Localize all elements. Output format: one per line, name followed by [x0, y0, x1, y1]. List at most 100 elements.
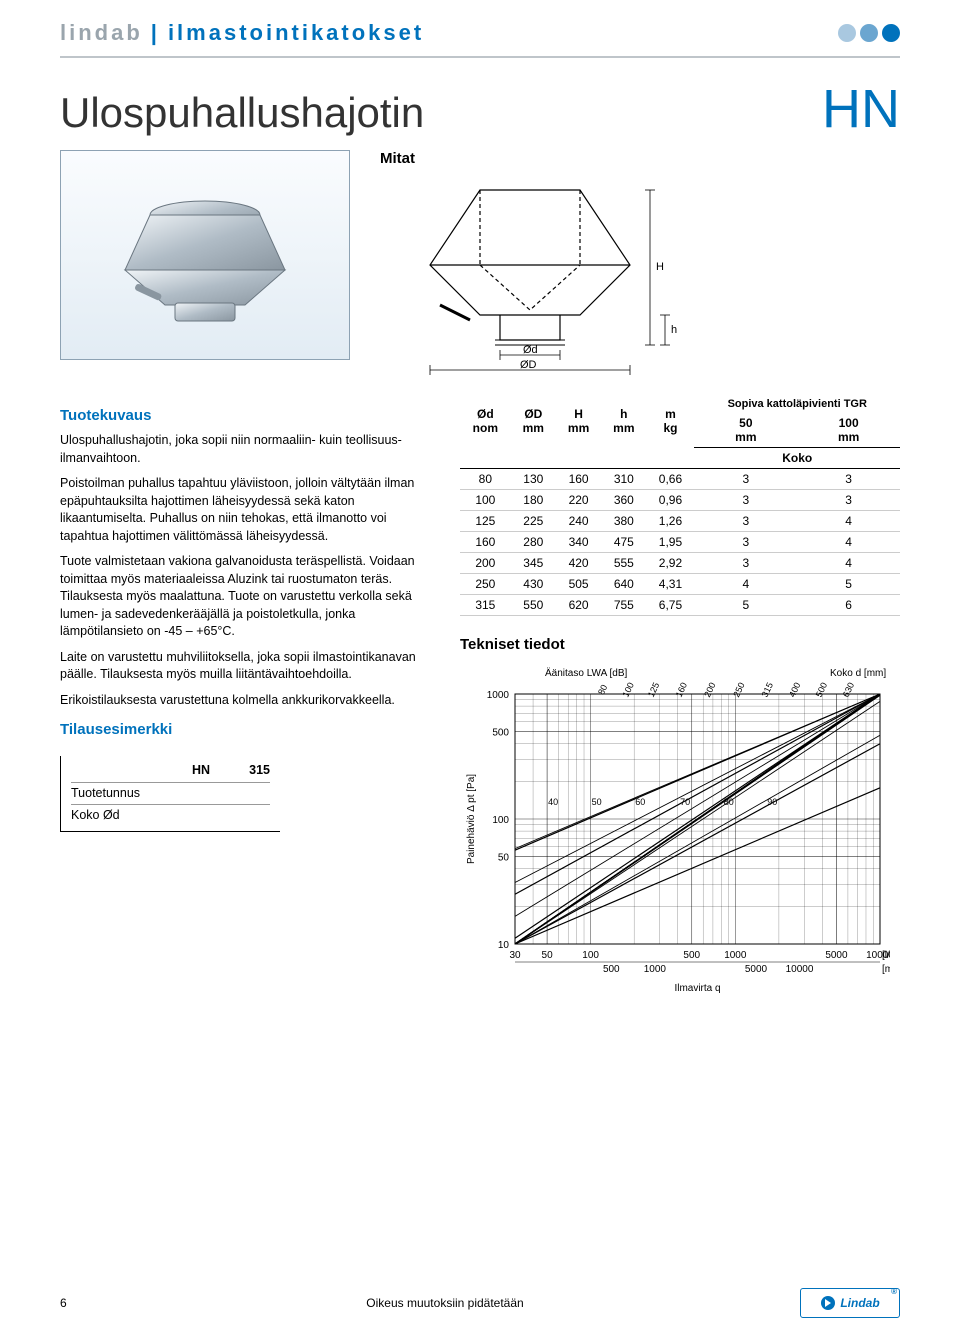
svg-text:250: 250 — [731, 681, 746, 699]
svg-text:10: 10 — [498, 940, 510, 951]
svg-text:500: 500 — [814, 681, 829, 699]
data-column: Ødnom ØDmm Hmm hmm mkg Sopiva kattoläpiv… — [460, 395, 900, 999]
lindab-logo: Lindab — [800, 1288, 900, 1318]
order-row1: Tuotetunnus — [71, 785, 140, 803]
order-example: HN 315 Tuotetunnus Koko Ød — [60, 756, 280, 832]
th-od: Ød — [477, 407, 494, 421]
th-50: 50 — [739, 416, 752, 430]
table-row: 1252252403801,2634 — [460, 511, 900, 532]
svg-text:400: 400 — [787, 681, 802, 699]
svg-text:500: 500 — [603, 964, 620, 975]
product-photo — [60, 150, 350, 360]
dim-H-label: H — [656, 261, 664, 273]
diagram-column: Mitat — [380, 150, 900, 375]
dim-OD-label: ØD — [520, 359, 537, 371]
description-p3: Tuote valmistetaan vakiona galvanoidusta… — [60, 553, 430, 641]
image-row: Mitat — [0, 150, 960, 395]
svg-text:1000: 1000 — [644, 964, 667, 975]
tech-heading: Tekniset tiedot — [460, 636, 900, 653]
title-row: Ulospuhallushajotin HN — [0, 58, 960, 150]
th-tgr: Sopiva kattoläpivienti TGR — [694, 395, 900, 413]
dot-icon — [838, 24, 856, 42]
dot-icon — [882, 24, 900, 42]
footer-text: Oikeus muutoksiin pidätetään — [90, 1296, 800, 1310]
svg-text:5000: 5000 — [825, 950, 848, 961]
dim-h-label: h — [671, 324, 677, 336]
th-100: 100 — [839, 416, 859, 430]
product-code: HN — [822, 78, 900, 140]
th-h2: mm — [613, 421, 634, 435]
description-column: Tuotekuvaus Ulospuhallushajotin, joka so… — [60, 395, 430, 999]
svg-text:630: 630 — [841, 681, 856, 699]
table-row: 1602803404751,9534 — [460, 532, 900, 553]
th-m: m — [665, 407, 676, 421]
svg-text:Koko d [mm]: Koko d [mm] — [830, 668, 886, 679]
category-text: ilmastointikatokset — [168, 20, 424, 46]
pressure-chart: 10 50 100 500 1000 30 50 100 500 1000 5000 10000 80 1… — [460, 659, 890, 999]
description-p1: Ulospuhallushajotin, joka sopii niin nor… — [60, 432, 430, 467]
svg-text:70: 70 — [680, 797, 690, 807]
description-p4: Laite on varustettu muhviliitoksella, jo… — [60, 649, 430, 684]
table-row: 1001802203600,9633 — [460, 490, 900, 511]
content-row: Tuotekuvaus Ulospuhallushajotin, joka so… — [0, 395, 960, 999]
svg-text:200: 200 — [702, 681, 717, 699]
table-row: 2504305056404,3145 — [460, 574, 900, 595]
th-50-2: mm — [735, 430, 756, 444]
svg-text:50: 50 — [542, 950, 554, 961]
th-m2: kg — [663, 421, 677, 435]
description-p2: Poistoilman puhallus tapahtuu yläviistoo… — [60, 475, 430, 545]
footer: 6 Oikeus muutoksiin pidätetään Lindab — [0, 1288, 960, 1318]
header-dots — [838, 24, 900, 42]
table-row: 2003454205552,9234 — [460, 553, 900, 574]
svg-text:100: 100 — [492, 815, 509, 826]
svg-text:10000: 10000 — [786, 964, 814, 975]
th-100-2: mm — [838, 430, 859, 444]
product-title: Ulospuhallushajotin — [60, 89, 424, 137]
svg-text:500: 500 — [492, 728, 509, 739]
th-od2: nom — [473, 421, 498, 435]
th-H2: mm — [568, 421, 589, 435]
svg-text:160: 160 — [674, 681, 689, 699]
page-number: 6 — [60, 1296, 90, 1310]
svg-text:40: 40 — [548, 797, 558, 807]
dimensions-table: Ødnom ØDmm Hmm hmm mkg Sopiva kattoläpiv… — [460, 395, 900, 616]
svg-text:1000: 1000 — [487, 690, 510, 701]
svg-text:100: 100 — [620, 681, 635, 699]
table-row: 3155506207556,7556 — [460, 595, 900, 616]
order-row2: Koko Ød — [71, 807, 120, 825]
svg-text:5000: 5000 — [745, 964, 768, 975]
technical-diagram: H h Ød ØD — [380, 175, 700, 375]
svg-text:90: 90 — [767, 797, 777, 807]
diagram-label: Mitat — [380, 150, 900, 167]
description-p5: Erikoistilauksesta varustettuna kolmella… — [60, 692, 430, 710]
svg-text:500: 500 — [683, 950, 700, 961]
svg-text:1000: 1000 — [724, 950, 747, 961]
description-heading: Tuotekuvaus — [60, 405, 430, 426]
svg-text:Äänitaso LWA [dB]: Äänitaso LWA [dB] — [545, 667, 627, 679]
header: lindab | ilmastointikatokset — [0, 0, 960, 56]
dot-icon — [860, 24, 878, 42]
brand-text: lindab — [60, 20, 143, 46]
svg-text:[m³/h]: [m³/h] — [882, 964, 890, 975]
th-koko: Koko — [694, 448, 900, 469]
svg-text:[l/s]: [l/s] — [882, 950, 890, 961]
th-H: H — [574, 407, 583, 421]
svg-text:100: 100 — [582, 950, 599, 961]
svg-text:30: 30 — [509, 950, 521, 961]
dim-Od-label: Ød — [523, 344, 538, 356]
svg-text:125: 125 — [646, 681, 661, 699]
th-OD2: mm — [523, 421, 544, 435]
table-row: 801301603100,6633 — [460, 469, 900, 490]
svg-text:Ilmavirta q: Ilmavirta q — [674, 983, 720, 994]
svg-text:Painehäviö Δ pt [Pa]: Painehäviö Δ pt [Pa] — [466, 774, 477, 864]
svg-text:50: 50 — [592, 797, 602, 807]
separator: | — [151, 20, 160, 46]
svg-text:60: 60 — [635, 797, 645, 807]
th-h: h — [620, 407, 627, 421]
order-code-val: 315 — [210, 762, 270, 780]
svg-text:50: 50 — [498, 853, 510, 864]
svg-text:315: 315 — [760, 681, 775, 699]
order-code-label: HN — [71, 762, 210, 780]
svg-text:80: 80 — [724, 797, 734, 807]
th-OD: ØD — [524, 407, 542, 421]
